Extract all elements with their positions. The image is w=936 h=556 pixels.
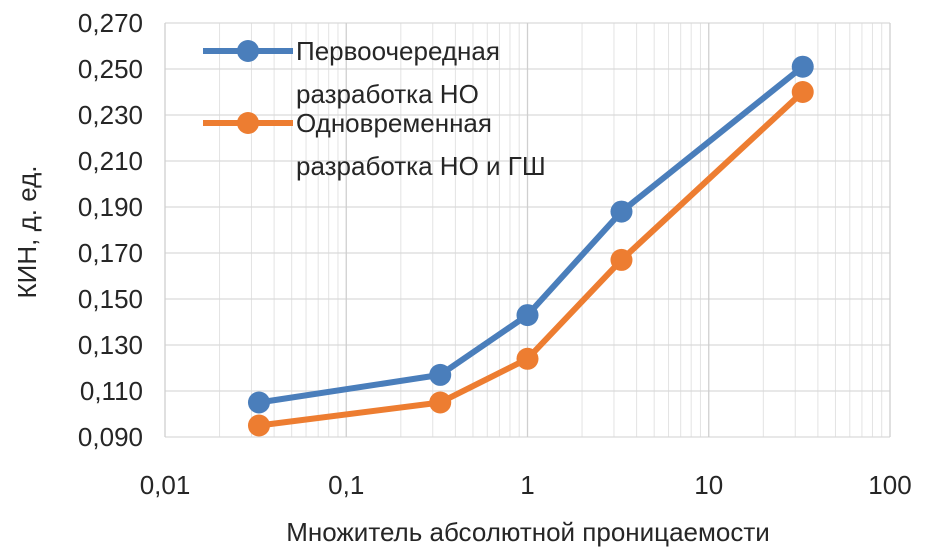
data-point [429, 363, 452, 386]
legend-label: Одновременная [296, 108, 492, 138]
data-point [516, 347, 539, 370]
x-axis-tick-labels: 0,01 0,1 1 10 100 [140, 470, 912, 500]
y-axis-title: КИН, д. ед. [12, 166, 42, 299]
y-tick-label: 0,150 [78, 284, 143, 314]
data-point [791, 55, 814, 78]
legend-marker [237, 40, 259, 62]
data-point [610, 200, 633, 223]
legend-item-2: Одновременная разработка НО и ГШ [203, 108, 546, 181]
series-1 [247, 55, 814, 414]
x-tick-label: 1 [520, 470, 534, 500]
y-tick-label: 0,250 [78, 54, 143, 84]
x-tick-label: 100 [868, 470, 911, 500]
y-axis-tick-labels: 0,090 0,110 0,130 0,150 0,170 0,190 0,210 0,230… [78, 8, 143, 452]
series-layer [247, 55, 814, 437]
y-tick-label: 0,110 [80, 376, 143, 406]
y-tick-label: 0,170 [78, 238, 143, 268]
data-point [610, 248, 633, 271]
y-tick-label: 0,090 [78, 422, 143, 452]
data-point [247, 391, 270, 414]
x-tick-label: 0,01 [140, 470, 191, 500]
y-tick-label: 0,130 [78, 330, 143, 360]
data-point [247, 414, 270, 437]
legend-label: разработка НО и ГШ [296, 151, 546, 181]
legend-marker [237, 112, 259, 134]
legend-item-1: Первоочередная разработка НО [203, 36, 500, 109]
x-tick-label: 10 [694, 470, 723, 500]
series-2 [247, 81, 814, 437]
y-tick-label: 0,190 [78, 192, 143, 222]
x-axis-title: Множитель абсолютной проницаемости [286, 517, 770, 547]
series-line [258, 89, 805, 429]
legend-label: Первоочередная [296, 36, 500, 66]
legend: Первоочередная разработка НООдновременная… [203, 36, 546, 181]
y-tick-label: 0,230 [78, 100, 143, 130]
data-point [429, 391, 452, 414]
data-point [516, 304, 539, 327]
legend-label: разработка НО [296, 79, 479, 109]
minor-gridlines [219, 23, 883, 437]
y-tick-label: 0,270 [78, 8, 143, 38]
data-point [791, 81, 814, 103]
y-tick-label: 0,210 [78, 146, 143, 176]
x-tick-label: 0,1 [328, 470, 364, 500]
